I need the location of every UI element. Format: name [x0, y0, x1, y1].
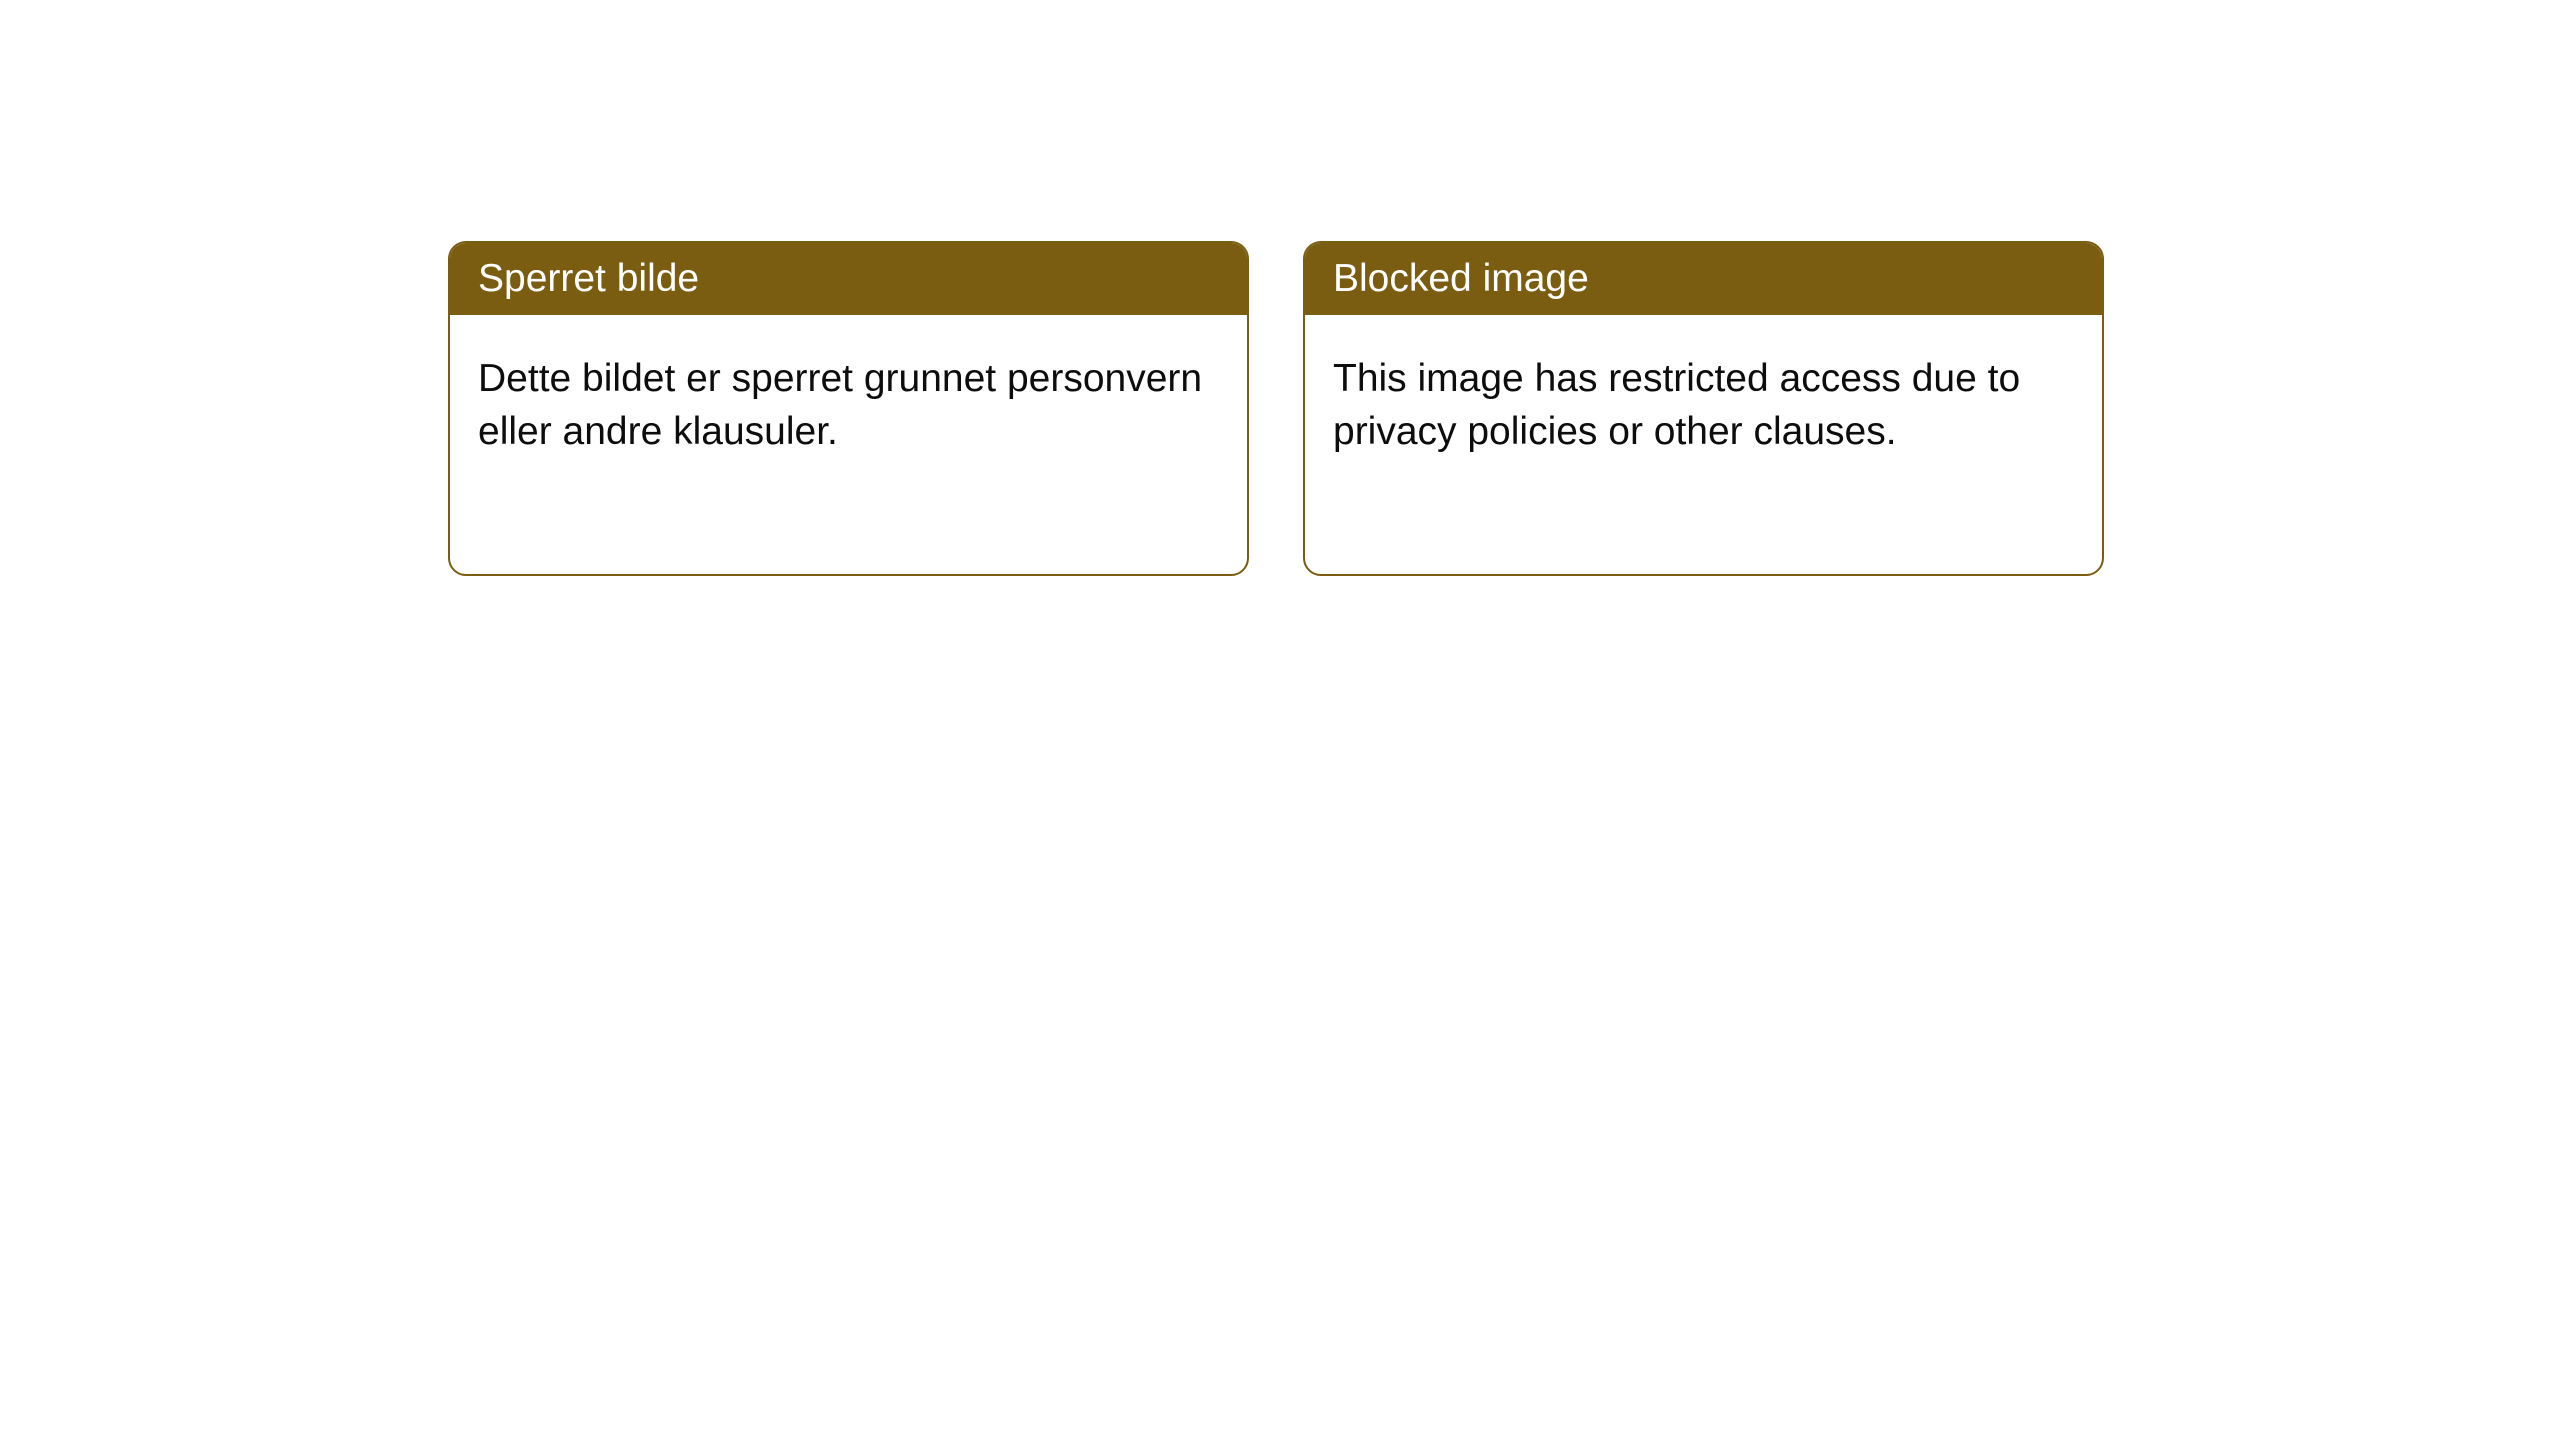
- notice-card-norwegian: Sperret bilde Dette bildet er sperret gr…: [448, 241, 1249, 576]
- notice-body-text: This image has restricted access due to …: [1333, 357, 2020, 453]
- notice-header: Sperret bilde: [450, 243, 1247, 315]
- notice-body-text: Dette bildet er sperret grunnet personve…: [478, 357, 1202, 453]
- notice-header: Blocked image: [1305, 243, 2102, 315]
- notice-card-english: Blocked image This image has restricted …: [1303, 241, 2104, 576]
- notice-body: Dette bildet er sperret grunnet personve…: [450, 315, 1247, 496]
- notice-header-text: Blocked image: [1333, 257, 1589, 300]
- notice-container: Sperret bilde Dette bildet er sperret gr…: [0, 0, 2560, 576]
- notice-header-text: Sperret bilde: [478, 257, 699, 300]
- notice-body: This image has restricted access due to …: [1305, 315, 2102, 496]
